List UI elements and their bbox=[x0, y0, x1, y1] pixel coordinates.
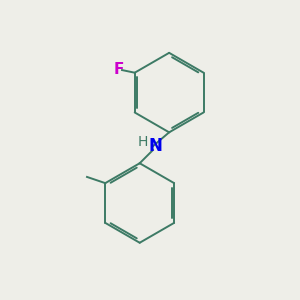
Text: N: N bbox=[149, 137, 163, 155]
Text: H: H bbox=[137, 135, 148, 149]
Text: F: F bbox=[113, 62, 124, 77]
